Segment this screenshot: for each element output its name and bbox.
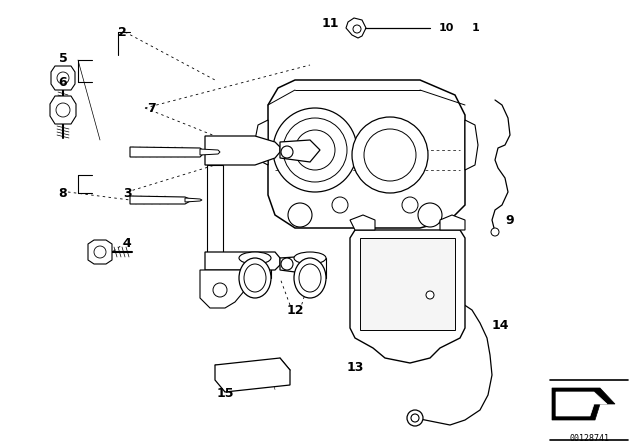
Circle shape — [94, 246, 106, 258]
Polygon shape — [350, 215, 375, 230]
Text: 3: 3 — [123, 186, 131, 199]
Text: 8: 8 — [59, 186, 67, 199]
Circle shape — [283, 118, 347, 182]
Ellipse shape — [239, 258, 271, 298]
Polygon shape — [360, 238, 455, 330]
Polygon shape — [280, 140, 320, 162]
Text: 2: 2 — [118, 26, 126, 39]
Circle shape — [364, 129, 416, 181]
Polygon shape — [280, 256, 320, 274]
Text: 12: 12 — [286, 303, 304, 316]
Text: 15: 15 — [216, 387, 234, 400]
Circle shape — [273, 108, 357, 192]
Polygon shape — [205, 136, 280, 165]
Text: 6: 6 — [59, 76, 67, 89]
Circle shape — [407, 410, 423, 426]
Circle shape — [352, 117, 428, 193]
Polygon shape — [215, 358, 290, 392]
Text: 5: 5 — [59, 52, 67, 65]
Text: 00128741: 00128741 — [570, 434, 610, 443]
Text: 1: 1 — [472, 23, 480, 33]
Circle shape — [418, 203, 442, 227]
Polygon shape — [465, 120, 478, 170]
Polygon shape — [552, 388, 615, 420]
Text: 14: 14 — [492, 319, 509, 332]
Text: 10: 10 — [438, 23, 454, 33]
Polygon shape — [50, 96, 76, 124]
Polygon shape — [200, 149, 220, 155]
Polygon shape — [346, 18, 366, 38]
Circle shape — [411, 414, 419, 422]
Circle shape — [491, 228, 499, 236]
Circle shape — [56, 103, 70, 117]
Text: 7: 7 — [148, 102, 156, 115]
Text: 11: 11 — [321, 17, 339, 30]
Polygon shape — [200, 270, 245, 308]
Polygon shape — [207, 165, 223, 270]
Ellipse shape — [294, 252, 326, 264]
Ellipse shape — [299, 264, 321, 292]
Polygon shape — [268, 80, 465, 228]
Text: 4: 4 — [123, 237, 131, 250]
Text: 9: 9 — [506, 214, 515, 227]
Circle shape — [288, 203, 312, 227]
Polygon shape — [130, 147, 205, 157]
Circle shape — [57, 72, 69, 84]
Polygon shape — [185, 198, 202, 202]
Circle shape — [426, 291, 434, 299]
Circle shape — [213, 283, 227, 297]
Polygon shape — [255, 120, 268, 165]
Polygon shape — [556, 392, 607, 416]
Ellipse shape — [294, 258, 326, 298]
Polygon shape — [51, 66, 75, 90]
Ellipse shape — [239, 252, 271, 264]
Polygon shape — [350, 230, 465, 363]
Polygon shape — [130, 196, 192, 204]
Polygon shape — [440, 215, 465, 230]
Ellipse shape — [244, 264, 266, 292]
Text: 13: 13 — [346, 361, 364, 374]
Circle shape — [332, 197, 348, 213]
Circle shape — [295, 130, 335, 170]
Circle shape — [353, 25, 361, 33]
Polygon shape — [205, 252, 280, 270]
Polygon shape — [88, 240, 112, 264]
Circle shape — [281, 146, 293, 158]
Circle shape — [402, 197, 418, 213]
Circle shape — [281, 258, 293, 270]
